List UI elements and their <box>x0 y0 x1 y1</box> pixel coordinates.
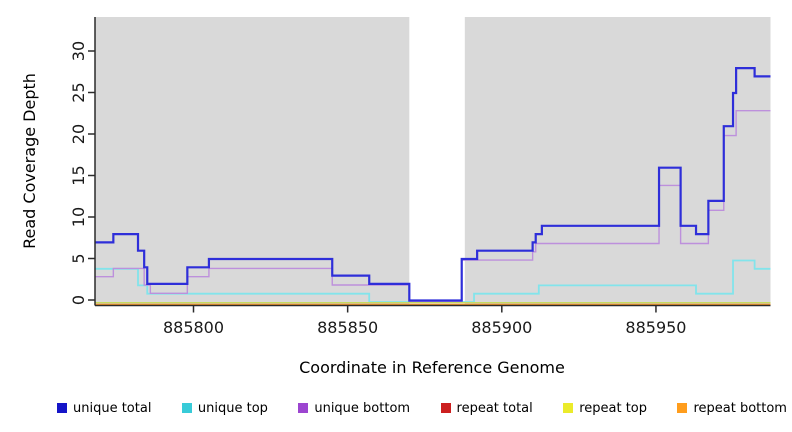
x-tick-label: 885800 <box>163 318 224 337</box>
y-tick-label: 30 <box>69 41 88 61</box>
y-tick-label: 5 <box>69 253 88 263</box>
legend-swatch-unique-total <box>57 403 67 413</box>
legend-swatch-unique-bottom <box>298 403 309 413</box>
legend-label: repeat bottom <box>693 400 787 416</box>
y-tick-label: 15 <box>69 165 88 185</box>
x-axis-title: Coordinate in Reference Genome <box>299 358 565 377</box>
legend-swatch-repeat-bottom <box>677 403 688 413</box>
legend-item-repeat-bottom: repeat bottom <box>677 402 787 415</box>
legend-label: unique bottom <box>314 400 411 416</box>
y-tick-label: 20 <box>69 124 88 144</box>
series-line-unique-total <box>95 67 771 302</box>
legend-item-repeat-top: repeat top <box>563 402 647 415</box>
y-axis-title: Read Coverage Depth <box>20 73 39 249</box>
legend-label: repeat top <box>579 400 647 416</box>
legend-item-unique-bottom: unique bottom <box>298 402 410 415</box>
coverage-gap-band <box>409 17 465 306</box>
x-tick-label: 885850 <box>317 318 378 337</box>
y-tick-label: 25 <box>69 82 88 102</box>
legend-label: unique total <box>73 400 152 416</box>
legend-swatch-repeat-top <box>563 403 574 413</box>
legend-item-unique-total: unique total <box>57 402 151 415</box>
legend-swatch-repeat-total <box>440 403 451 413</box>
chart-legend: unique total unique top unique bottom repea… <box>57 398 787 418</box>
legend-item-repeat-total: repeat total <box>440 400 533 416</box>
legend-item-unique-top: unique top <box>181 400 268 416</box>
legend-swatch-unique-top <box>181 403 192 413</box>
y-tick-label: 0 <box>69 295 88 305</box>
legend-label: unique top <box>197 400 268 416</box>
plot-group: 0 5 10 15 20 25 30 885800 885850 885900 885950 <box>69 17 771 337</box>
x-tick-label: 885950 <box>625 318 686 337</box>
x-tick-label: 885900 <box>471 318 532 337</box>
y-tick-label: 10 <box>69 207 88 227</box>
legend-label: repeat total <box>456 400 533 416</box>
